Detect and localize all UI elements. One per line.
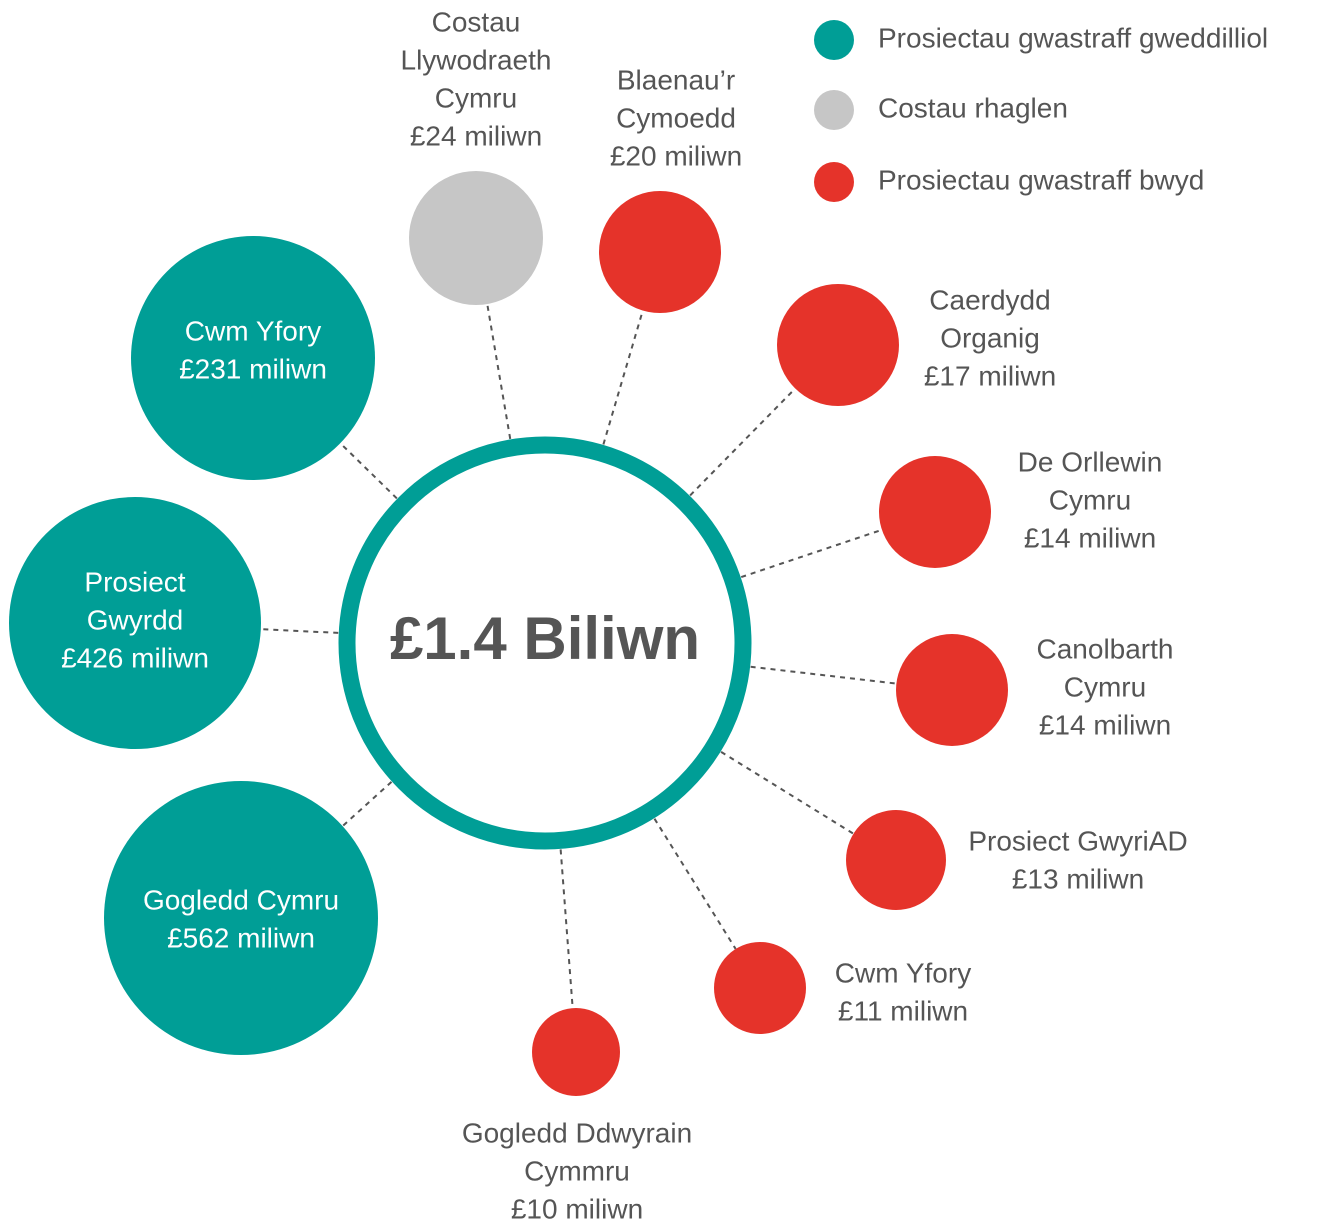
node	[846, 810, 946, 910]
node-label: Caerdydd	[929, 284, 1050, 315]
node-label: £10 miliwn	[511, 1193, 643, 1223]
connector	[720, 751, 854, 835]
node-label: £11 miliwn	[838, 995, 968, 1026]
node	[409, 171, 543, 305]
connector	[341, 781, 393, 827]
connector	[559, 849, 574, 1009]
node-label: £562 miliwn	[167, 922, 315, 953]
connector	[260, 628, 339, 634]
node	[896, 634, 1008, 746]
node-label: £17 miliwn	[924, 360, 1056, 391]
node	[9, 497, 261, 749]
node	[532, 1008, 620, 1096]
legend-swatch	[814, 162, 854, 202]
node-label: Prosiect GwyriAD	[968, 825, 1187, 856]
node-label: Organig	[940, 322, 1040, 353]
node-label: Cymru	[1064, 671, 1146, 702]
node-label: Gogledd Cymru	[143, 884, 339, 915]
node-label: Cwm Yfory	[835, 957, 971, 988]
connector	[602, 310, 644, 445]
node-label: Cymru	[1049, 484, 1131, 515]
legend-label: Prosiectau gwastraff gweddilliol	[878, 22, 1268, 53]
node-label: £13 miliwn	[1012, 863, 1144, 894]
node	[599, 191, 721, 313]
node	[104, 781, 378, 1055]
center-label: £1.4 Biliwn	[390, 605, 700, 672]
connector	[339, 442, 398, 500]
legend-swatch	[814, 90, 854, 130]
node-label: Cymmru	[524, 1155, 630, 1186]
node-label: Gogledd Ddwyrain	[462, 1117, 692, 1148]
node-label: Costau	[432, 6, 521, 37]
node-label: £14 miliwn	[1024, 522, 1156, 553]
node	[131, 236, 375, 480]
node-label: Canolbarth	[1037, 633, 1174, 664]
node-label: De Orllewin	[1018, 446, 1163, 477]
node-label: £24 miliwn	[410, 120, 542, 151]
node-label: Blaenau’r	[617, 64, 735, 95]
legend-label: Costau rhaglen	[878, 92, 1068, 123]
node-label: Cymru	[435, 82, 517, 113]
node-label: Llywodraeth	[401, 44, 552, 75]
connector	[750, 665, 897, 685]
node-label: Prosiect	[84, 566, 185, 597]
node-label: Cwm Yfory	[185, 315, 321, 346]
connector	[653, 818, 737, 950]
legend-swatch	[814, 20, 854, 60]
connector	[689, 387, 796, 497]
node-label: Cymoedd	[616, 102, 736, 133]
legend-label: Prosiectau gwastraff bwyd	[878, 164, 1204, 195]
node-label: £20 miliwn	[610, 140, 742, 171]
node	[714, 942, 806, 1034]
node-label: £14 miliwn	[1039, 709, 1171, 740]
node	[777, 284, 899, 406]
center-ring	[338, 436, 752, 850]
node-label: Gwyrdd	[87, 604, 183, 635]
node	[879, 456, 991, 568]
connector	[740, 528, 883, 579]
node-label: £426 miliwn	[61, 642, 209, 673]
connector	[486, 303, 512, 440]
node-label: £231 miliwn	[179, 353, 327, 384]
